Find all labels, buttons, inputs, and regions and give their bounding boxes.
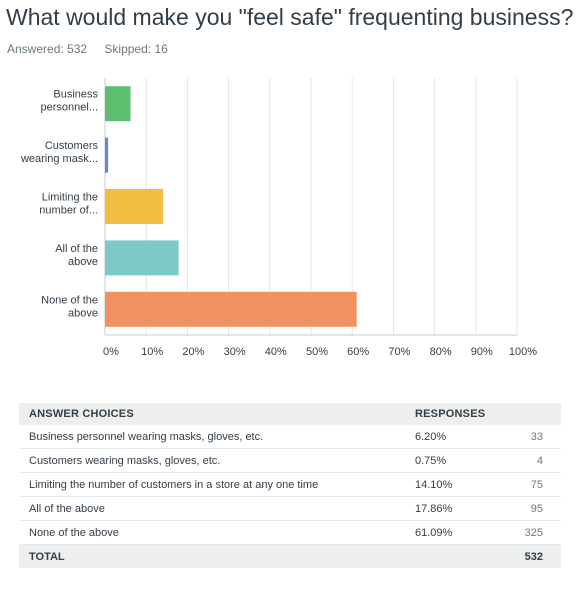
page-title: What would make you "feel safe" frequent…	[6, 4, 574, 30]
x-tick-label: 100%	[509, 346, 537, 358]
x-tick-label: 70%	[388, 346, 410, 358]
bar	[105, 240, 179, 276]
category-label: above	[68, 307, 98, 319]
answered-count: Answered: 532	[7, 42, 88, 56]
bar	[105, 291, 357, 327]
answer-label: Limiting the number of customers in a st…	[19, 472, 405, 497]
answer-count: 325	[505, 520, 561, 545]
x-tick-label: 40%	[265, 346, 287, 358]
x-tick-label: 80%	[430, 346, 452, 358]
chart-bars	[105, 86, 357, 327]
answer-count: 95	[505, 496, 561, 521]
category-label: Business	[53, 89, 98, 101]
answer-label: Business personnel wearing masks, gloves…	[19, 425, 405, 449]
category-label: wearing mask...	[20, 153, 98, 165]
category-label: All of the	[55, 243, 98, 255]
table-row: Customers wearing masks, gloves, etc. 0.…	[19, 448, 561, 473]
answer-percent: 0.75%	[405, 448, 505, 473]
x-tick-label: 50%	[306, 346, 328, 358]
x-tick-label: 10%	[141, 346, 163, 358]
answer-percent: 61.09%	[405, 520, 505, 545]
responses-table: ANSWER CHOICES RESPONSES Business person…	[19, 403, 561, 568]
skipped-count: Skipped: 16	[104, 42, 168, 56]
bar	[105, 137, 109, 173]
table-row: None of the above 61.09% 325	[19, 520, 561, 545]
chart-gridlines	[104, 78, 518, 336]
x-tick-label: 30%	[224, 346, 246, 358]
response-stats: Answered: 532 Skipped: 16	[7, 42, 182, 56]
x-tick-label: 20%	[182, 346, 204, 358]
header-answer-choices: ANSWER CHOICES	[29, 408, 134, 420]
category-label: above	[68, 256, 98, 268]
total-spacer	[405, 545, 505, 569]
category-label: personnel...	[41, 102, 98, 114]
bar	[105, 189, 164, 224]
category-label: number of...	[39, 205, 98, 217]
table-row: Limiting the number of customers in a st…	[19, 472, 561, 497]
answer-percent: 6.20%	[405, 425, 505, 449]
table-row: All of the above 17.86% 95	[19, 496, 561, 521]
answer-count: 4	[505, 448, 561, 473]
header-responses: RESPONSES	[415, 408, 486, 420]
category-label: Customers	[45, 140, 99, 152]
answer-percent: 14.10%	[405, 472, 505, 497]
chart-tick-labels: 0% 10% 20% 30% 40% 50% 60% 70% 80% 90% 100%	[103, 346, 537, 358]
answer-label: Customers wearing masks, gloves, etc.	[19, 448, 405, 473]
answer-percent: 17.86%	[405, 496, 505, 521]
x-tick-label: 90%	[471, 346, 493, 358]
table-row: Business personnel wearing masks, gloves…	[19, 425, 561, 449]
answer-count: 75	[505, 472, 561, 497]
answer-label: None of the above	[19, 520, 405, 545]
answer-label: All of the above	[19, 496, 405, 521]
total-count: 532	[524, 550, 543, 563]
bar	[105, 86, 131, 122]
x-tick-label: 60%	[347, 346, 369, 358]
category-label: None of the	[41, 294, 98, 306]
answer-count: 33	[505, 425, 561, 449]
total-label: TOTAL	[29, 550, 65, 563]
table-header-row: ANSWER CHOICES RESPONSES	[19, 403, 561, 425]
header-count	[505, 403, 561, 425]
x-tick-label: 0%	[103, 346, 119, 358]
category-label: Limiting the	[42, 192, 98, 204]
table-total-row: TOTAL 532	[19, 544, 561, 569]
